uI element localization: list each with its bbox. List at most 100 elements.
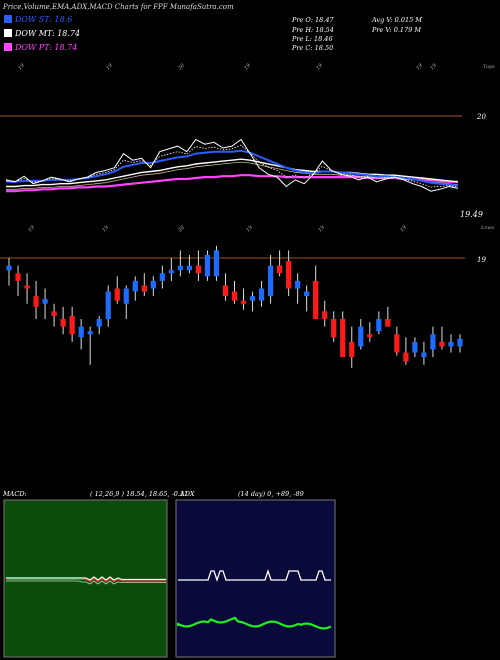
ema-level-20: 20	[476, 113, 486, 121]
candle-down	[114, 288, 120, 301]
date-label-top: 19	[17, 62, 26, 71]
legend-swatch-mt	[4, 29, 12, 37]
adx-lines	[176, 568, 332, 630]
date-label-bottom: 19	[245, 224, 254, 233]
candle-down	[349, 341, 355, 358]
candle-up	[249, 296, 256, 301]
date-labels-bottom: 19 19 20 19 19 19	[27, 224, 408, 234]
adx-panel-background	[175, 499, 336, 658]
stat-close: Pre C: 18.50	[291, 44, 333, 52]
candle-up	[168, 270, 174, 274]
candle-down	[231, 291, 238, 301]
candle-up	[204, 254, 211, 277]
candle-up	[457, 338, 463, 347]
legend-st-label: DOW ST: 18.6	[14, 15, 72, 24]
adx-params: (14 day) 0, +89, -89	[238, 490, 304, 498]
candlestick-panel	[6, 245, 463, 368]
stat-high: Pre H: 18.54	[291, 26, 334, 34]
ema-mid-line	[6, 158, 459, 188]
candle-up	[42, 299, 48, 304]
legend-mt-label: DOW MT: 18.74	[14, 29, 80, 38]
candle-down	[141, 285, 147, 292]
date-label-bottom: 19	[399, 224, 408, 233]
adx-label: ADX	[179, 490, 195, 498]
candle-down	[60, 319, 66, 327]
date-label-bottom: 19	[27, 224, 36, 233]
candle-up	[132, 280, 138, 292]
price-smoothed-line	[5, 144, 459, 188]
stat-low: Pre L: 18.46	[291, 35, 333, 43]
candle-down	[286, 261, 292, 289]
legend-pt-label: DOW PT: 18.74	[14, 43, 77, 52]
date-label-top: 19	[415, 62, 424, 71]
candle-down	[240, 300, 247, 304]
candle-up	[78, 326, 84, 338]
date-label-top: 19	[243, 62, 252, 71]
candle-up	[267, 265, 274, 297]
candle-down	[313, 280, 319, 319]
adx-di-line	[178, 568, 331, 583]
candle-up	[123, 288, 129, 304]
candle-level-19: 19	[477, 256, 486, 264]
candle-up	[430, 334, 436, 350]
macd-signal-line	[6, 577, 166, 583]
macd-params: ( 12,26,9 ) 18.54, 18.65, -0.11	[90, 490, 188, 498]
candle-down	[15, 273, 21, 281]
candle-down	[439, 341, 445, 347]
date-label-top: 19	[315, 62, 324, 71]
candle-down	[394, 334, 400, 353]
macd-lines	[6, 576, 166, 585]
candle-up	[177, 265, 183, 271]
date-label-top: 19	[105, 62, 114, 71]
candle-down	[33, 296, 39, 307]
date-label-bottom: 19	[101, 224, 110, 233]
stat-avg-volume: Avg V: 0.015 M	[371, 16, 422, 24]
candle-down	[195, 265, 202, 274]
date-label-top: 19	[429, 62, 438, 71]
legend-swatch-pt	[4, 43, 12, 51]
candle-down	[367, 334, 373, 338]
candle-up	[376, 319, 382, 332]
adx-line	[176, 616, 332, 630]
date-labels-top: 19 19 20 19 19 19 19	[17, 62, 438, 72]
date-label-top: 20	[176, 62, 186, 72]
candle-up	[412, 341, 418, 353]
candle-down	[69, 315, 75, 335]
candle-down	[331, 319, 337, 338]
candle-down	[51, 311, 57, 316]
candle-down	[340, 319, 346, 358]
candle-up	[105, 291, 111, 319]
macd-line	[6, 576, 166, 581]
candle-down	[24, 285, 30, 289]
candle-up	[159, 273, 165, 281]
price-line	[5, 138, 459, 192]
candle-up	[304, 291, 310, 297]
candle-down	[403, 352, 409, 362]
candle-up	[6, 265, 12, 271]
candle-up	[258, 288, 265, 301]
ema-panel	[5, 138, 459, 193]
candle-up	[213, 250, 220, 277]
candle-up	[421, 352, 427, 358]
date-label-bottom: 19	[317, 224, 326, 233]
candle-up	[358, 326, 364, 347]
candle-up	[295, 280, 301, 289]
legend-swatch-st	[4, 15, 12, 23]
candle-up	[87, 331, 93, 335]
candle-up	[448, 341, 454, 347]
legend: DOW ST: 18.6 DOW MT: 18.74 DOW PT: 18.74	[4, 15, 80, 52]
date-label-bottom: 20	[176, 224, 186, 234]
candle-up	[96, 319, 102, 327]
lows-label: Lows	[480, 225, 495, 231]
candle-down	[385, 319, 391, 327]
ema-level-1949: 19.49	[460, 210, 483, 219]
candle-down	[222, 285, 229, 297]
tops-label: Tops	[483, 64, 495, 70]
stat-open: Pre O: 18.47	[291, 16, 334, 24]
candle-up	[186, 265, 192, 271]
candle-down	[277, 265, 283, 274]
candle-down	[322, 311, 328, 319]
stat-prev-volume: Pre V: 0.179 M	[371, 26, 421, 34]
macd-zero-line	[6, 580, 166, 585]
